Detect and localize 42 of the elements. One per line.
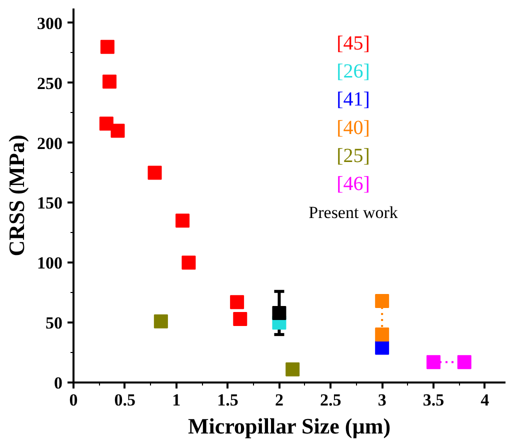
y-tick-label: 250 xyxy=(37,74,62,93)
y-axis-title: CRSS (MPa) xyxy=(4,134,29,256)
x-tick-label: 3 xyxy=(378,390,386,410)
point xyxy=(286,362,300,376)
y-tick-label: 100 xyxy=(37,254,62,273)
point xyxy=(272,306,286,320)
point xyxy=(102,74,116,89)
point xyxy=(176,214,190,228)
y-tick-label: 200 xyxy=(37,134,62,153)
point xyxy=(375,340,390,355)
point xyxy=(100,40,114,54)
y-tick-label: 50 xyxy=(46,314,62,333)
x-tick-label: 4 xyxy=(480,390,490,410)
point xyxy=(426,355,440,370)
x-tick-label: 1.5 xyxy=(217,390,238,410)
point xyxy=(99,116,114,131)
y-tick-label: 150 xyxy=(37,194,62,213)
text: [41] xyxy=(336,88,370,111)
x-tick-label: 1 xyxy=(172,390,181,410)
x-tick-label: 2 xyxy=(274,390,284,410)
text: [46] xyxy=(336,173,370,196)
point xyxy=(148,166,162,180)
point xyxy=(182,256,196,270)
y-tick-label: 300 xyxy=(37,14,62,33)
point xyxy=(230,295,244,310)
x-tick-label: 2.5 xyxy=(320,390,342,410)
text: [40] xyxy=(336,116,370,139)
x-tick-label: 0.5 xyxy=(114,390,136,410)
y-tick-label: 0 xyxy=(54,374,62,392)
point xyxy=(375,294,390,308)
text: [45] xyxy=(336,32,370,54)
text: [26] xyxy=(336,60,370,82)
point xyxy=(375,328,390,342)
point xyxy=(233,312,248,326)
text: [25] xyxy=(336,144,370,167)
point xyxy=(110,124,125,138)
text: Present work xyxy=(308,202,398,222)
x-tick-label: 0 xyxy=(69,390,78,410)
point xyxy=(154,314,168,328)
x-axis-title: Micropillar Size (µm) xyxy=(188,414,391,438)
x-tick-label: 3.5 xyxy=(422,390,444,410)
point xyxy=(457,355,472,370)
